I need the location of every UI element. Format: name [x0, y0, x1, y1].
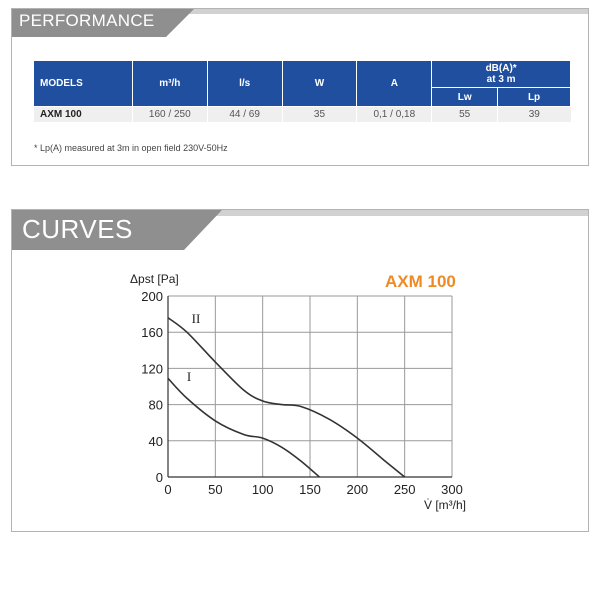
col-header-a: A [356, 60, 433, 107]
col-header-ls: l/s [206, 60, 283, 107]
performance-title: PERFORMANCE [19, 11, 155, 30]
y-tick-label: 200 [141, 289, 163, 304]
cell-lp: 39 [497, 106, 571, 122]
x-tick-label: 300 [441, 482, 463, 497]
y-tick-label: 0 [156, 470, 163, 485]
x-axis-label: V̇ [m³/h] [424, 498, 466, 512]
col-header-lp: Lp [497, 87, 571, 107]
col-header-db-sub: at 3 m [486, 74, 516, 85]
curves-panel: CURVES II I 0 50 100 150 200 250 300 0 40 80 120 160… [11, 209, 589, 532]
cell-m3h: 160 / 250 [131, 106, 208, 122]
col-header-db: dB(A)* at 3 m [431, 60, 571, 88]
x-tick-label: 250 [394, 482, 416, 497]
col-header-models: MODELS [33, 60, 133, 107]
series-line-1 [167, 317, 406, 478]
chart-title: AXM 100 [385, 272, 456, 291]
table-row: AXM 100 160 / 250 44 / 69 35 0,1 / 0,18 … [33, 106, 571, 122]
performance-panel: PERFORMANCE MODELS m³/h l/s W A dB(A)* a… [11, 8, 589, 166]
performance-header: PERFORMANCE [12, 9, 588, 37]
x-tick-label: 150 [299, 482, 321, 497]
series-line-2 [167, 377, 320, 478]
curves-title: CURVES [22, 214, 133, 244]
footnote: * Lp(A) measured at 3m in open field 230… [34, 143, 228, 153]
header-rule [212, 210, 588, 216]
y-tick-label: 80 [149, 398, 163, 413]
cell-ls: 44 / 69 [206, 106, 283, 122]
x-tick-label: 100 [252, 482, 274, 497]
x-tick-label: 200 [346, 482, 368, 497]
y-tick-label: 120 [141, 361, 163, 376]
performance-table: MODELS m³/h l/s W A dB(A)* at 3 m Lw Lp … [33, 60, 571, 122]
col-header-m3h: m³/h [131, 60, 208, 107]
y-tick-label: 160 [141, 325, 163, 340]
cell-model: AXM 100 [33, 106, 133, 122]
col-header-db-label: dB(A)* [485, 63, 517, 74]
series-label-1: II [192, 311, 201, 326]
x-tick-label: 0 [164, 482, 171, 497]
y-tick-label: 40 [149, 434, 163, 449]
y-axis-label: Δpst [Pa] [130, 272, 179, 286]
x-tick-label: 50 [208, 482, 222, 497]
col-header-w: W [281, 60, 358, 107]
curves-header: CURVES [12, 210, 588, 250]
header-tab [12, 9, 194, 37]
series-label-2: I [187, 369, 191, 384]
header-tab [12, 210, 222, 250]
cell-lw: 55 [431, 106, 498, 122]
cell-w: 35 [281, 106, 357, 122]
cell-a: 0,1 / 0,18 [356, 106, 432, 122]
col-header-lw: Lw [431, 87, 499, 107]
header-rule [188, 9, 588, 14]
